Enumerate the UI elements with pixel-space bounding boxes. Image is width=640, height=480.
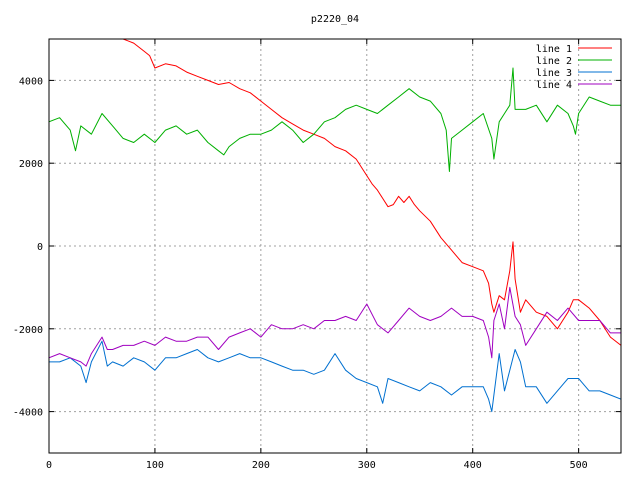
series-line-2: [49, 67, 621, 172]
x-tick-label: 200: [252, 460, 270, 471]
y-tick-label: -4000: [13, 408, 43, 419]
series-line-3: [49, 340, 621, 413]
y-tick-label: 0: [37, 242, 43, 253]
legend-label: line 4: [536, 80, 572, 91]
x-axis-ticks: 0 100 200 300 400 500: [46, 39, 588, 471]
legend-label: line 2: [536, 56, 572, 67]
legend-label: line 3: [536, 68, 572, 79]
grid-lines: [49, 39, 621, 453]
x-tick-label: 0: [46, 460, 52, 471]
y-tick-label: -2000: [13, 325, 43, 336]
chart-title: p2220_04: [311, 14, 359, 25]
y-axis-ticks: -4000 -2000 0 2000 4000: [13, 76, 621, 419]
series-lines: [49, 39, 621, 413]
series-line-4: [49, 286, 621, 367]
series-line-1: [122, 39, 621, 346]
x-tick-label: 500: [570, 460, 588, 471]
x-tick-label: 400: [464, 460, 482, 471]
x-tick-label: 100: [146, 460, 164, 471]
y-tick-label: 4000: [19, 76, 43, 87]
y-tick-label: 2000: [19, 159, 43, 170]
legend-label: line 1: [536, 44, 572, 55]
x-tick-label: 300: [358, 460, 376, 471]
